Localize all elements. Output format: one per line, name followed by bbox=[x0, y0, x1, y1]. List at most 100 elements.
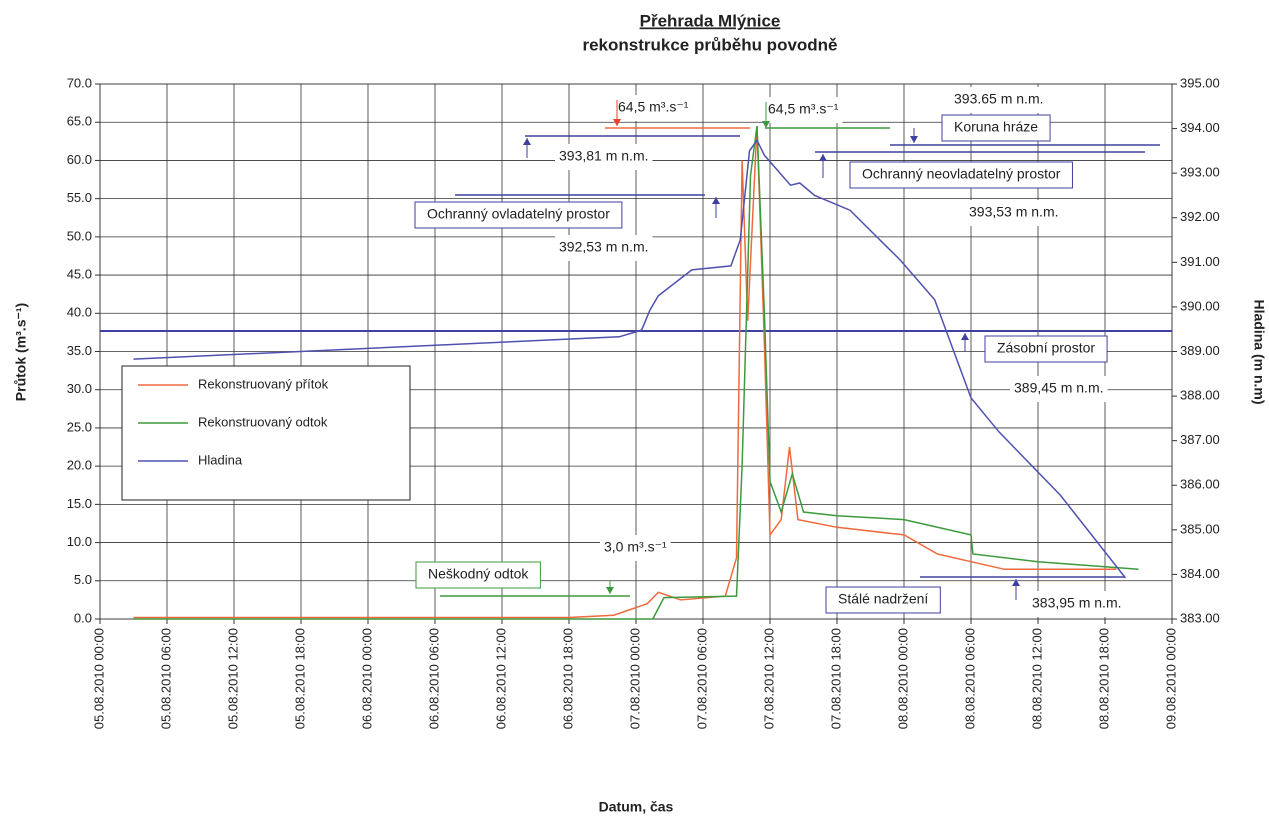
arrow-head bbox=[910, 136, 918, 143]
y2-tick-label: 393.00 bbox=[1180, 165, 1220, 180]
annotation-text: 393,81 m n.m. bbox=[559, 148, 649, 164]
y2-tick-label: 388.00 bbox=[1180, 388, 1220, 403]
y2-tick-label: 389.00 bbox=[1180, 343, 1220, 358]
y2-tick-label: 384.00 bbox=[1180, 566, 1220, 581]
y2-tick-label: 395.00 bbox=[1180, 75, 1220, 90]
chart-subtitle: rekonstrukce průběhu povodně bbox=[582, 35, 837, 54]
annotation-bg bbox=[764, 97, 843, 123]
y-tick-label: 30.0 bbox=[67, 381, 92, 396]
y-tick-label: 50.0 bbox=[67, 228, 92, 243]
x-tick-label: 07.08.2010 12:00 bbox=[761, 628, 776, 729]
annotation: Ochranný ovladatelný prostor bbox=[414, 201, 623, 229]
annotation-text: 383,95 m n.m. bbox=[1032, 595, 1122, 611]
arrow-head bbox=[606, 587, 614, 594]
arrow-head bbox=[523, 138, 531, 145]
x-tick-label: 05.08.2010 06:00 bbox=[158, 628, 173, 729]
y-tick-label: 60.0 bbox=[67, 152, 92, 167]
arrow-head bbox=[819, 154, 827, 161]
y-tick-label: 45.0 bbox=[67, 267, 92, 282]
annotation: Ochranný neovladatelný prostor bbox=[849, 161, 1073, 189]
annotation-text: 64,5 m³.s⁻¹ bbox=[618, 99, 689, 115]
legend: Rekonstruovaný přítok Rekonstruovaný odto… bbox=[121, 365, 411, 501]
y2-tick-label: 391.00 bbox=[1180, 254, 1220, 269]
y-tick-label: 70.0 bbox=[67, 75, 92, 90]
y-axis-label: Průtok (m³.s⁻¹) bbox=[13, 303, 29, 401]
annotation-text: Stálé nadržení bbox=[838, 591, 928, 607]
annotation: 393,53 m n.m. bbox=[965, 200, 1063, 226]
arrow-head bbox=[613, 119, 621, 126]
y2-axis-label: Hladina (m n.m) bbox=[1251, 299, 1267, 404]
y-tick-label: 65.0 bbox=[67, 114, 92, 129]
x-tick-label: 05.08.2010 12:00 bbox=[225, 628, 240, 729]
annotation: Stálé nadržení bbox=[825, 586, 941, 614]
y2-tick-label: 383.00 bbox=[1180, 610, 1220, 625]
x-tick-label: 09.08.2010 00:00 bbox=[1163, 628, 1178, 729]
annotation: 389,45 m n.m. bbox=[1010, 376, 1108, 402]
annotation-text: 393.65 m n.m. bbox=[954, 91, 1044, 107]
y-tick-label: 40.0 bbox=[67, 305, 92, 320]
x-tick-label: 05.08.2010 00:00 bbox=[91, 628, 106, 729]
legend-box bbox=[121, 365, 411, 501]
x-tick-label: 06.08.2010 12:00 bbox=[493, 628, 508, 729]
annotation-bg bbox=[965, 200, 1063, 226]
annotation: 64,5 m³.s⁻¹ bbox=[614, 95, 693, 121]
x-tick-label: 08.08.2010 12:00 bbox=[1029, 628, 1044, 729]
annotation-bg bbox=[1010, 376, 1108, 402]
x-tick-label: 08.08.2010 18:00 bbox=[1096, 628, 1111, 729]
annotation-text: 392,53 m n.m. bbox=[559, 239, 649, 255]
series-line bbox=[133, 138, 1127, 579]
annotation-text: Neškodný odtok bbox=[428, 566, 529, 582]
annotation: 3,0 m³.s⁻¹ bbox=[600, 535, 671, 561]
annotation-bg bbox=[555, 144, 653, 170]
x-tick-label: 07.08.2010 06:00 bbox=[694, 628, 709, 729]
y2-tick-label: 386.00 bbox=[1180, 477, 1220, 492]
legend-label: Rekonstruovaný přítok bbox=[198, 376, 329, 391]
annotation-text: Zásobní prostor bbox=[997, 340, 1095, 356]
y-tick-label: 25.0 bbox=[67, 419, 92, 434]
annotation-text: Ochranný neovladatelný prostor bbox=[862, 166, 1061, 182]
annotation-text: Ochranný ovladatelný prostor bbox=[427, 206, 610, 222]
annotation-box bbox=[415, 561, 541, 589]
legend-label: Rekonstruovaný odtok bbox=[198, 414, 328, 429]
y-tick-label: 5.0 bbox=[74, 572, 92, 587]
annotation-box bbox=[941, 114, 1051, 142]
annotation: 393.65 m n.m. bbox=[950, 87, 1048, 113]
x-tick-label: 07.08.2010 18:00 bbox=[828, 628, 843, 729]
y2-tick-label: 387.00 bbox=[1180, 432, 1220, 447]
annotation: 393,81 m n.m. bbox=[555, 144, 653, 170]
arrow-head bbox=[961, 333, 969, 340]
y-tick-label: 10.0 bbox=[67, 534, 92, 549]
annotation-bg bbox=[614, 95, 693, 121]
x-tick-label: 07.08.2010 00:00 bbox=[627, 628, 642, 729]
y2-tick-label: 390.00 bbox=[1180, 298, 1220, 313]
annotation: 64,5 m³.s⁻¹ bbox=[764, 97, 843, 123]
chart-title: Přehrada Mlýnice bbox=[640, 11, 781, 30]
arrow-head bbox=[712, 197, 720, 204]
annotation-text: 3,0 m³.s⁻¹ bbox=[604, 539, 667, 555]
x-tick-label: 08.08.2010 06:00 bbox=[962, 628, 977, 729]
series-line bbox=[133, 125, 1139, 620]
annotation-box bbox=[414, 201, 623, 229]
y2-tick-label: 392.00 bbox=[1180, 209, 1220, 224]
y-tick-label: 15.0 bbox=[67, 496, 92, 511]
annotation: Zásobní prostor bbox=[984, 335, 1108, 363]
y2-tick-label: 394.00 bbox=[1180, 120, 1220, 135]
annotation: 383,95 m n.m. bbox=[1028, 591, 1126, 617]
arrow-head bbox=[762, 121, 770, 128]
annotation-text: 389,45 m n.m. bbox=[1014, 380, 1104, 396]
annotation-box bbox=[849, 161, 1073, 189]
y-tick-label: 55.0 bbox=[67, 190, 92, 205]
x-tick-label: 06.08.2010 18:00 bbox=[560, 628, 575, 729]
annotation-box bbox=[825, 586, 941, 614]
annotation: Koruna hráze bbox=[941, 114, 1051, 142]
annotation-bg bbox=[950, 87, 1048, 113]
annotation-text: 393,53 m n.m. bbox=[969, 204, 1059, 220]
annotation: 392,53 m n.m. bbox=[555, 235, 653, 261]
y2-tick-label: 385.00 bbox=[1180, 521, 1220, 536]
x-tick-label: 06.08.2010 06:00 bbox=[426, 628, 441, 729]
arrow-head bbox=[1012, 579, 1020, 586]
x-tick-label: 06.08.2010 00:00 bbox=[359, 628, 374, 729]
y-tick-label: 35.0 bbox=[67, 343, 92, 358]
annotation-text: 64,5 m³.s⁻¹ bbox=[768, 101, 839, 117]
